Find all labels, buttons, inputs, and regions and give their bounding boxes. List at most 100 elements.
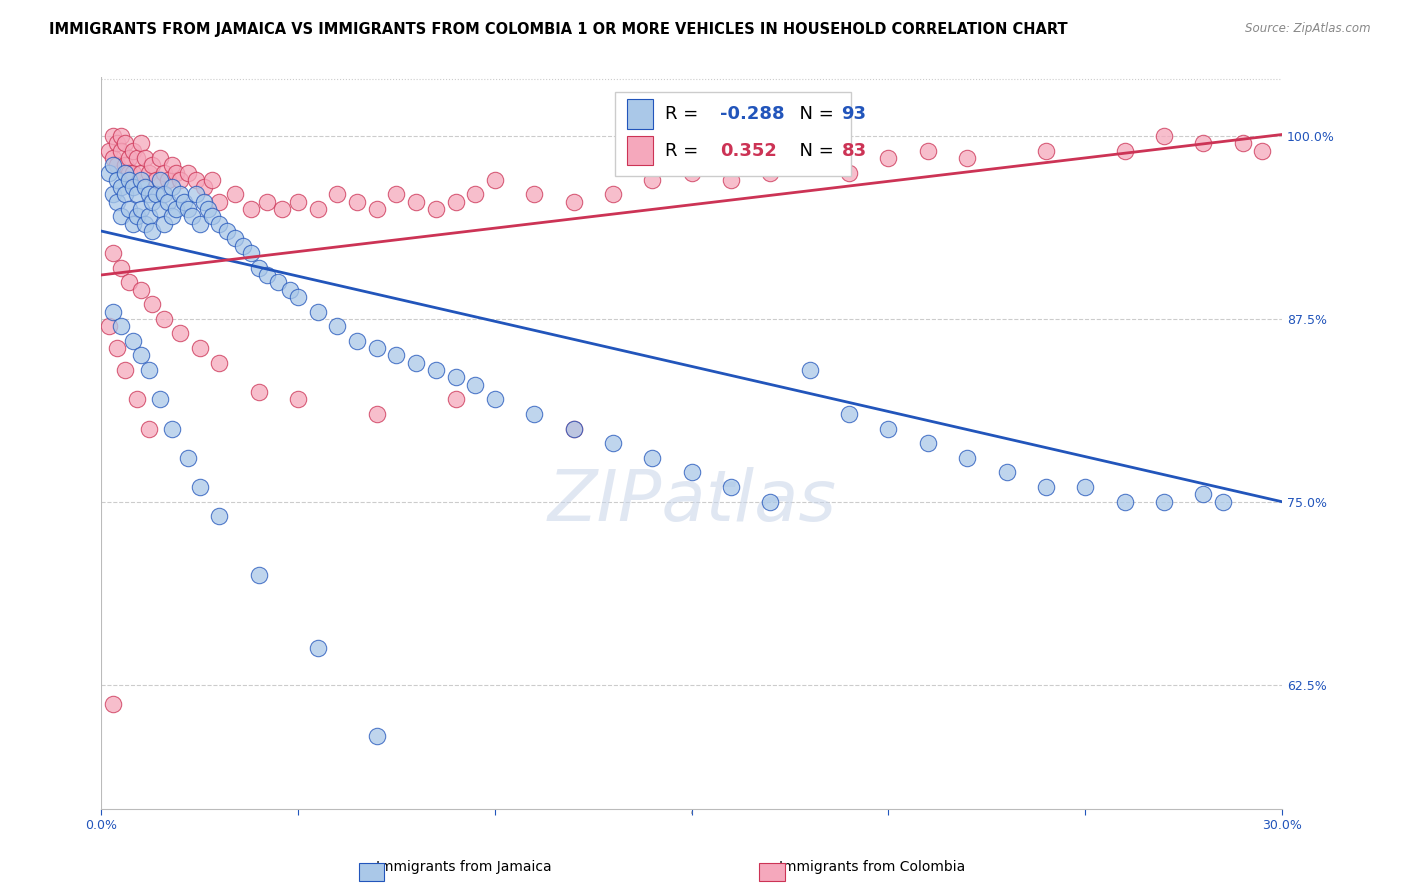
Point — [197, 202, 219, 216]
Point — [759, 494, 782, 508]
Point — [1153, 494, 1175, 508]
Point — [98, 144, 121, 158]
Point — [105, 194, 128, 209]
Point — [1114, 494, 1136, 508]
Point — [1074, 480, 1097, 494]
Point — [134, 217, 156, 231]
FancyBboxPatch shape — [614, 92, 851, 177]
Point — [160, 210, 183, 224]
Point — [149, 392, 172, 407]
Point — [145, 173, 167, 187]
Point — [165, 165, 187, 179]
Point — [217, 224, 239, 238]
Point — [101, 246, 124, 260]
Point — [523, 407, 546, 421]
Point — [917, 144, 939, 158]
Point — [129, 136, 152, 151]
Point — [105, 158, 128, 172]
Point — [129, 283, 152, 297]
Point — [110, 180, 132, 194]
Point — [138, 187, 160, 202]
Point — [307, 641, 329, 656]
Point — [141, 297, 163, 311]
Point — [1035, 144, 1057, 158]
Point — [256, 268, 278, 282]
Point — [385, 187, 408, 202]
Point — [346, 334, 368, 348]
Point — [1035, 480, 1057, 494]
Point — [799, 158, 821, 172]
Text: 93: 93 — [842, 105, 866, 123]
Point — [169, 187, 191, 202]
Point — [239, 202, 262, 216]
Point — [366, 202, 388, 216]
Text: ZIPatlas: ZIPatlas — [547, 467, 837, 536]
Point — [101, 187, 124, 202]
Point — [641, 173, 664, 187]
Point — [118, 202, 141, 216]
Point — [101, 151, 124, 165]
FancyBboxPatch shape — [627, 136, 652, 165]
Point — [1251, 144, 1274, 158]
Point — [149, 173, 172, 187]
Point — [157, 173, 180, 187]
Point — [193, 194, 215, 209]
Point — [239, 246, 262, 260]
Point — [464, 377, 486, 392]
Point — [444, 370, 467, 384]
Point — [141, 194, 163, 209]
Point — [256, 194, 278, 209]
Point — [101, 128, 124, 143]
Point — [287, 290, 309, 304]
Text: R =: R = — [665, 142, 709, 160]
Point — [153, 311, 176, 326]
Point — [101, 697, 124, 711]
Point — [602, 187, 624, 202]
Point — [366, 729, 388, 743]
Point — [641, 450, 664, 465]
Point — [405, 194, 427, 209]
Point — [138, 363, 160, 377]
Point — [114, 136, 136, 151]
Point — [307, 304, 329, 318]
Point — [444, 392, 467, 407]
Point — [129, 165, 152, 179]
Text: -0.288: -0.288 — [720, 105, 785, 123]
Point — [149, 151, 172, 165]
Point — [366, 407, 388, 421]
Point — [160, 421, 183, 435]
Point — [160, 180, 183, 194]
Point — [425, 202, 447, 216]
Point — [956, 151, 979, 165]
Point — [105, 136, 128, 151]
Point — [110, 128, 132, 143]
Point — [118, 151, 141, 165]
Point — [153, 165, 176, 179]
Point — [153, 217, 176, 231]
Point — [118, 173, 141, 187]
Point — [180, 210, 202, 224]
Point — [177, 165, 200, 179]
Point — [232, 238, 254, 252]
Point — [681, 466, 703, 480]
Point — [121, 165, 143, 179]
Point — [838, 407, 860, 421]
Point — [484, 392, 506, 407]
Point — [118, 165, 141, 179]
Text: N =: N = — [789, 105, 839, 123]
Point — [523, 187, 546, 202]
Point — [138, 165, 160, 179]
Point — [121, 180, 143, 194]
Point — [153, 187, 176, 202]
Point — [278, 283, 301, 297]
Point — [188, 480, 211, 494]
Point — [917, 436, 939, 450]
Point — [101, 158, 124, 172]
Point — [141, 224, 163, 238]
Point — [799, 363, 821, 377]
Point — [346, 194, 368, 209]
Point — [149, 202, 172, 216]
Point — [287, 392, 309, 407]
Point — [125, 392, 148, 407]
Point — [444, 194, 467, 209]
